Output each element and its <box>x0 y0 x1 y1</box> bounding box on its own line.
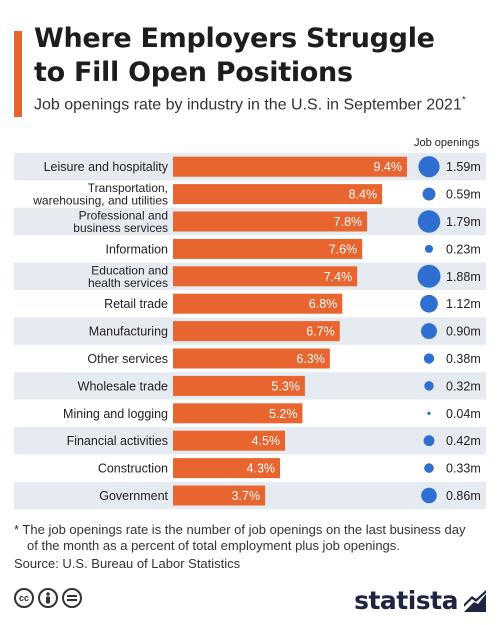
bar-value-label: 7.6% <box>329 242 358 256</box>
category-label: Other services <box>87 352 168 366</box>
bar <box>173 266 358 287</box>
chart-subtitle: Job openings rate by industry in the U.S… <box>34 95 466 114</box>
bar <box>173 375 305 396</box>
statista-logo[interactable]: statista <box>354 586 486 615</box>
job-openings-label: 0.38m <box>446 352 481 366</box>
job-openings-label: 1.79m <box>446 215 481 229</box>
footnote: * The job openings rate is the number of… <box>14 522 486 554</box>
category-label-line: health services <box>88 276 168 290</box>
category-label: Mining and logging <box>63 407 168 421</box>
bar-value-label: 7.4% <box>324 270 353 284</box>
category-label-line: warehousing, and utilities <box>32 194 168 208</box>
category-label: Information <box>105 242 168 256</box>
bar-value-label: 6.7% <box>306 325 335 339</box>
category-label: Leisure and hospitality <box>44 160 169 174</box>
bar <box>173 321 340 342</box>
bar <box>173 293 343 314</box>
category-label: Retail trade <box>104 297 168 311</box>
job-openings-bubble <box>424 244 434 253</box>
by-icon[interactable] <box>38 588 58 608</box>
job-openings-label: 1.88m <box>446 270 481 284</box>
job-openings-bubble <box>427 411 431 415</box>
bar <box>173 485 266 506</box>
bar <box>173 348 330 369</box>
job-openings-bubble <box>421 323 437 340</box>
bar-value-label: 4.5% <box>252 434 281 448</box>
job-openings-label: 0.23m <box>446 242 481 256</box>
bar <box>173 184 383 205</box>
category-label: Professional and business services <box>73 209 168 236</box>
job-openings-column-header: Job openings <box>414 137 480 149</box>
footnote-marker: * <box>461 95 466 106</box>
category-label: Manufacturing <box>89 325 168 339</box>
job-openings-bubble <box>424 463 434 473</box>
title-accent-bar <box>14 31 22 117</box>
chart-title-line-1: Where Employers Struggle <box>34 23 435 54</box>
chart-subtitle-text: Job openings rate by industry in the U.S… <box>34 96 462 114</box>
footnote-line-2: of the month as a percent of total emplo… <box>27 538 400 553</box>
chart-title-line-2: to Fill Open Positions <box>34 57 353 88</box>
bar <box>173 211 368 232</box>
bar <box>173 156 407 177</box>
category-label: Government <box>99 489 168 503</box>
job-openings-bubble <box>418 156 440 178</box>
job-openings-label: 1.59m <box>446 160 481 174</box>
cc-icon[interactable]: cc <box>14 588 34 608</box>
category-label-line: Professional and <box>79 209 168 223</box>
job-openings-bubble <box>420 294 438 313</box>
category-label-line: Education and <box>91 263 168 277</box>
category-label: Financial activities <box>67 434 168 448</box>
footnote-line-1: * The job openings rate is the number of… <box>14 522 466 537</box>
category-label-line: Transportation, <box>88 181 168 195</box>
bar-value-label: 5.3% <box>271 379 300 393</box>
job-openings-label: 0.04m <box>446 407 481 421</box>
category-label: Education and health services <box>88 263 168 290</box>
job-openings-bubble <box>417 210 441 233</box>
category-label: Construction <box>98 462 168 476</box>
statista-mark-icon <box>464 589 486 612</box>
job-openings-bubble <box>421 487 437 504</box>
chart-title: Where Employers Struggle to Fill Open Po… <box>34 22 474 90</box>
bar-value-label: 7.8% <box>334 215 363 229</box>
job-openings-bubble <box>424 381 434 391</box>
bar-value-label: 3.7% <box>232 489 261 503</box>
nd-icon[interactable] <box>62 588 82 608</box>
job-openings-label: 0.33m <box>446 462 481 476</box>
job-openings-label: 0.86m <box>446 489 481 503</box>
job-openings-bubble <box>422 187 436 201</box>
job-openings-bubble <box>417 264 441 288</box>
brand-name: statista <box>354 586 458 615</box>
job-openings-label: 0.90m <box>446 325 481 339</box>
job-openings-bubble <box>423 435 435 447</box>
category-label-line: business services <box>73 221 168 235</box>
bar-value-label: 8.4% <box>349 188 378 202</box>
job-openings-label: 0.42m <box>446 434 481 448</box>
bar-value-label: 5.2% <box>269 407 298 421</box>
bar-value-label: 4.3% <box>247 462 276 476</box>
source-note: Source: U.S. Bureau of Labor Statistics <box>14 556 241 571</box>
license-icons: cc <box>14 588 82 608</box>
job-openings-bubble <box>423 353 435 364</box>
bar <box>173 403 303 424</box>
bar <box>173 458 281 479</box>
job-openings-label: 1.12m <box>446 297 481 311</box>
bar-value-label: 6.8% <box>309 297 338 311</box>
category-label: Wholesale trade <box>78 379 168 393</box>
bar <box>173 238 363 259</box>
job-openings-label: 0.32m <box>446 379 481 393</box>
bar <box>173 430 286 451</box>
category-label: Transportation, warehousing, and utilitie… <box>32 181 168 208</box>
bar-value-label: 9.4% <box>374 160 403 174</box>
job-openings-label: 0.59m <box>446 188 481 202</box>
bar-value-label: 6.3% <box>296 352 325 366</box>
